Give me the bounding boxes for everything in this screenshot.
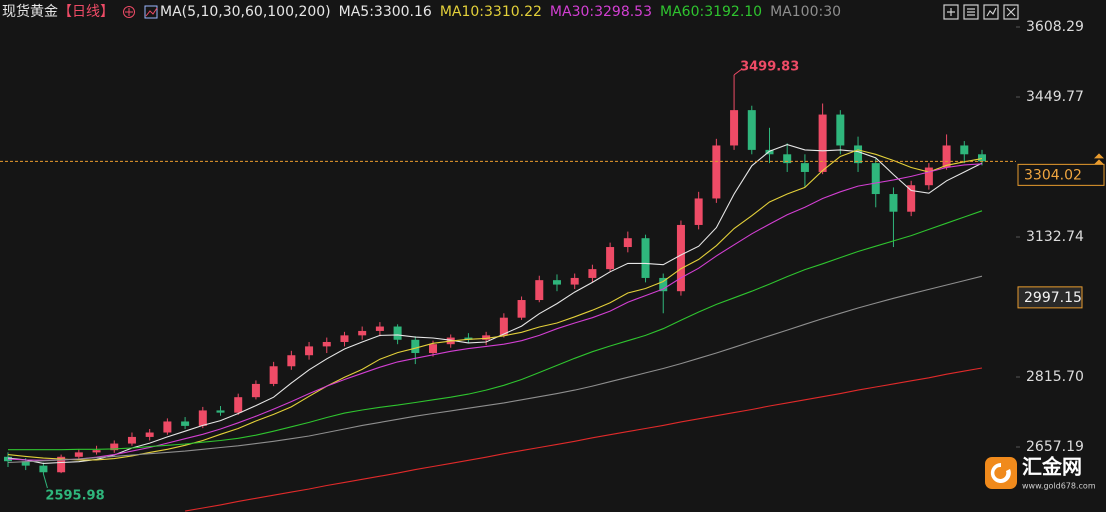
candle-body <box>800 163 809 172</box>
candle-body <box>960 145 969 155</box>
add-icon[interactable] <box>122 5 136 19</box>
candle-body <box>322 341 331 347</box>
candle-body <box>924 167 933 186</box>
legend-item: MA5:3300.16 <box>338 4 432 20</box>
last-price-box <box>1017 163 1105 186</box>
candle-body <box>606 247 615 270</box>
candle-body <box>57 456 66 473</box>
candle-body <box>818 114 827 172</box>
candle-body <box>127 436 136 444</box>
candle-body <box>375 326 384 331</box>
high-label: 3499.83 <box>740 59 799 74</box>
candle-body <box>269 366 278 384</box>
candle-body <box>676 224 685 292</box>
candle-body <box>712 145 721 199</box>
marked-price-label: 2997.15 <box>1024 290 1082 306</box>
y-tick-label: 3132.74 <box>1026 229 1084 245</box>
candle-body <box>783 154 792 164</box>
candle-body <box>836 114 845 146</box>
candle-body <box>163 421 172 433</box>
candle-body <box>216 410 225 413</box>
tool-icon[interactable] <box>983 4 999 20</box>
candle-body <box>21 461 30 466</box>
last-price-label: 3304.02 <box>1024 167 1082 183</box>
candle-body <box>854 145 863 164</box>
candle-body <box>251 383 260 398</box>
candle-body <box>411 339 420 354</box>
candle-body <box>641 238 650 278</box>
low-pointer <box>42 473 48 489</box>
candle-body <box>552 280 561 285</box>
candle-body <box>234 397 243 413</box>
candle-body <box>871 163 880 195</box>
logo-text: 汇金网 <box>1022 455 1082 479</box>
marked-price-box <box>1017 286 1083 309</box>
candle-body <box>623 238 632 248</box>
tool-icon[interactable] <box>1003 4 1019 20</box>
logo-mark <box>990 462 1011 483</box>
candle-body <box>198 410 207 426</box>
candle-body <box>145 432 154 437</box>
candle-body <box>570 277 579 285</box>
candle-body <box>765 149 774 155</box>
indicator-icon[interactable] <box>144 5 158 19</box>
candle-body <box>907 185 916 212</box>
period-label[interactable]: 【日线】 <box>58 4 114 20</box>
ma-line <box>7 149 983 461</box>
indicator-label: MA(5,10,30,60,100,200) <box>160 4 331 20</box>
candle-body <box>694 198 703 225</box>
candle-body <box>429 344 438 354</box>
legend-item: MA100:30 <box>770 4 842 20</box>
tool-icon[interactable] <box>943 4 959 20</box>
candle-body <box>535 280 544 301</box>
candles <box>4 74 986 475</box>
candle-body <box>517 300 526 318</box>
high-pointer <box>733 68 743 76</box>
candle-body <box>340 335 349 342</box>
candle-body <box>747 110 756 150</box>
y-tick-label: 3608.29 <box>1026 19 1084 35</box>
y-tick-label: 2815.70 <box>1026 369 1084 385</box>
logo-url: www.gold678.com <box>1022 482 1096 491</box>
tool-icon[interactable] <box>963 4 979 20</box>
candle-body <box>659 277 668 292</box>
candle-body <box>588 269 597 278</box>
ma-line <box>185 367 983 512</box>
y-tick-label: 3449.77 <box>1026 89 1084 105</box>
candle-body <box>39 465 48 473</box>
toolbar <box>943 4 1019 20</box>
last-price-arrow <box>1094 153 1104 165</box>
y-tick-label: 2657.19 <box>1026 439 1084 455</box>
legend: 现货黄金 【日线】 MA(5,10,30,60,100,200) MA5:330… <box>2 3 841 21</box>
candle-body <box>110 443 119 451</box>
legend-item: MA60:3192.10 <box>660 4 763 20</box>
symbol-title: 现货黄金 <box>2 4 58 20</box>
ma-line <box>8 210 983 451</box>
low-label: 2595.98 <box>45 489 104 504</box>
candle-body <box>499 317 508 336</box>
candle-body <box>978 154 986 162</box>
candle-body <box>889 194 898 212</box>
candle-body <box>358 330 367 336</box>
candle-body <box>181 421 190 426</box>
candle-body <box>730 110 739 146</box>
legend-item: MA30:3298.53 <box>549 4 652 20</box>
legend-item: MA10:3310.22 <box>439 4 542 20</box>
ma-line <box>7 275 983 464</box>
ma-line <box>7 144 983 464</box>
ma-line <box>7 163 983 461</box>
candle-body <box>74 452 83 457</box>
logo-icon <box>985 457 1017 489</box>
candle-body <box>464 337 473 340</box>
candle-body <box>92 450 101 453</box>
candle-body <box>287 355 296 367</box>
candle-body <box>305 346 314 356</box>
candle-body <box>393 326 402 340</box>
candle-body <box>482 335 491 340</box>
candle-body <box>942 145 951 168</box>
